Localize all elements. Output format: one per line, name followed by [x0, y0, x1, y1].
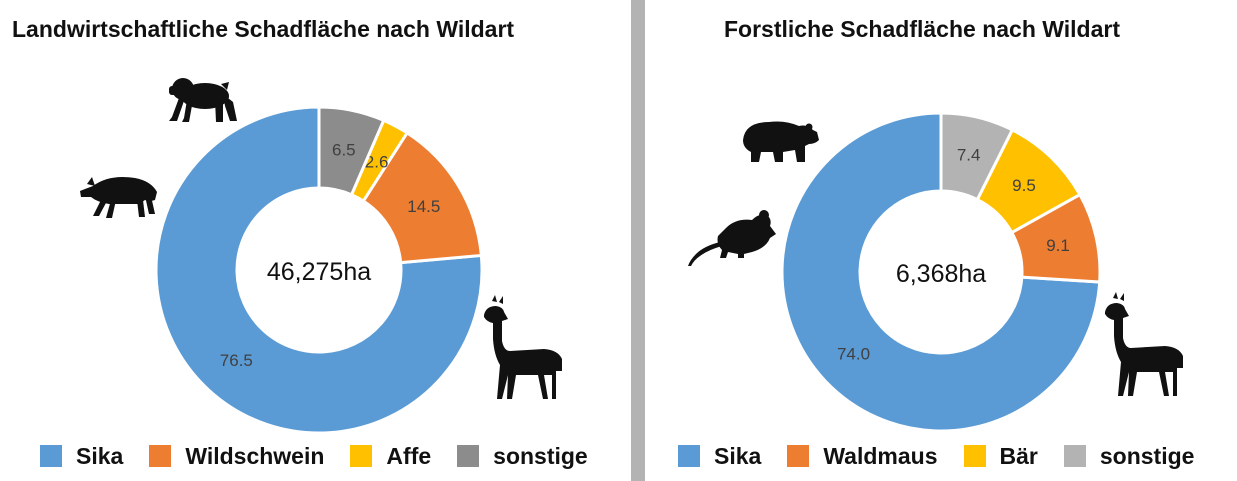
legend-item-affe: Affe	[350, 443, 431, 470]
legend-label: Waldmaus	[823, 442, 938, 469]
chart-title: Landwirtschaftliche Schadfläche nach Wil…	[12, 16, 515, 42]
legend-item-sika: Sika	[40, 443, 123, 470]
legend-item-sonstige: sonstige	[457, 443, 588, 470]
legend-swatch	[678, 445, 700, 467]
legend-label: Sika	[76, 442, 124, 469]
legend-label: sonstige	[493, 442, 588, 469]
slice-sika	[154, 105, 484, 435]
legend-swatch	[350, 445, 373, 467]
legend-swatch	[40, 445, 62, 467]
agricultural-damage-panel: Landwirtschaftliche Schadfläche nach Wil…	[12, 16, 614, 472]
chart-title: Forstliche Schadfläche nach Wildart	[724, 16, 1120, 42]
legend-label: Sika	[714, 442, 762, 469]
legend-swatch	[963, 445, 986, 467]
center-total-label: 6,368ha	[896, 260, 986, 288]
legend-item-sonstige: sonstige	[1063, 442, 1195, 470]
legend-label: Bär	[999, 442, 1038, 469]
slice-value-label: 6.5	[332, 141, 356, 160]
center-total-label: 46,275ha	[267, 258, 371, 286]
legend-item-waldmaus: Waldmaus	[787, 442, 938, 470]
chart-legend: Sika Wildschwein Affe sonstige	[40, 440, 614, 472]
slice-sonstige	[939, 111, 1015, 202]
slice-sonstige	[317, 105, 386, 197]
deer-icon	[1105, 292, 1183, 396]
panel-divider	[631, 0, 645, 481]
wild-boar-icon	[80, 177, 157, 218]
deer-icon	[484, 295, 562, 399]
slice-value-label: 9.1	[1046, 236, 1070, 255]
slice-value-label: 9.5	[1012, 176, 1036, 195]
legend-item-wildschwein: Wildschwein	[149, 443, 324, 470]
bear-icon	[743, 121, 819, 162]
legend-item-baer: Bär	[963, 442, 1038, 470]
forest-damage-panel: Forstliche Schadfläche nach Wildart 74.0…	[645, 0, 1237, 481]
slice-value-label: 76.5	[220, 351, 253, 370]
slice-value-label: 74.0	[837, 345, 870, 364]
legend-swatch	[1063, 445, 1086, 467]
mouse-icon	[688, 210, 776, 266]
monkey-icon	[169, 78, 237, 122]
forest-donut-chart: 74.0 9.1 9.5 7.4 6,368ha	[780, 111, 1102, 433]
legend-swatch	[787, 445, 810, 467]
slice-sika	[780, 111, 1102, 433]
legend-label: Wildschwein	[185, 442, 325, 469]
slice-value-label: 14.5	[407, 197, 440, 216]
slice-value-label: 7.4	[957, 146, 981, 165]
chart-legend: Sika Waldmaus Bär sonstige	[678, 440, 1220, 472]
legend-label: Affe	[386, 442, 432, 469]
legend-item-sika: Sika	[678, 443, 761, 470]
slice-value-label: 2.6	[365, 152, 389, 171]
legend-swatch	[457, 445, 480, 467]
legend-label: sonstige	[1099, 442, 1195, 469]
agricultural-donut-chart: 76.5 14.5 2.6 6.5 46,275ha	[154, 105, 484, 435]
legend-swatch	[149, 445, 172, 467]
